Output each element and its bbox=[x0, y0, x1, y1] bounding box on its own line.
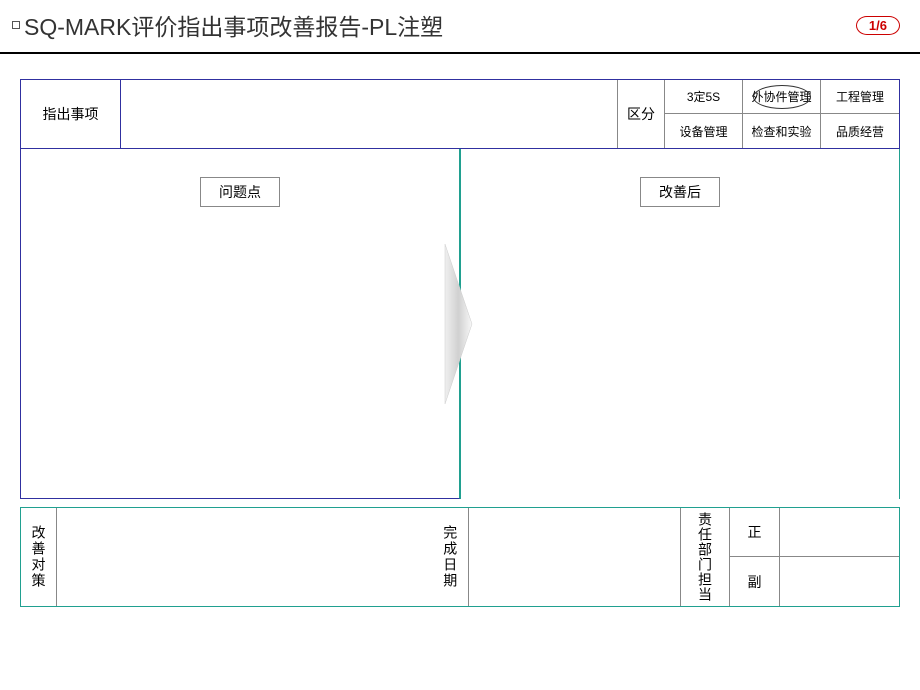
primary-label: 正 bbox=[729, 508, 779, 557]
bullet-icon bbox=[12, 21, 20, 29]
date-content bbox=[469, 508, 681, 606]
improve-panel: 改善后 bbox=[460, 149, 900, 499]
date-label: 完成日期 bbox=[433, 508, 469, 606]
problem-label: 问题点 bbox=[200, 177, 280, 207]
issue-row: 指出事项 区分 3定5S 外协件管理 工程管理 设备管理 检查和实验 品质经营 bbox=[20, 79, 900, 149]
page-title: SQ-MARK评价指出事项改善报告-PL注塑 bbox=[24, 8, 443, 42]
comparison-row: 问题点 改善后 bbox=[20, 149, 900, 499]
category-cell: 3定5S bbox=[665, 80, 743, 114]
strategy-label: 改善对策 bbox=[21, 508, 57, 606]
header: SQ-MARK评价指出事项改善报告-PL注塑 1/6 bbox=[0, 0, 920, 54]
strategy-content bbox=[57, 508, 433, 606]
secondary-label: 副 bbox=[729, 557, 779, 606]
category-cell: 工程管理 bbox=[821, 80, 899, 114]
category-cell-selected: 外协件管理 bbox=[743, 80, 821, 114]
improve-label: 改善后 bbox=[640, 177, 720, 207]
category-cell: 品质经营 bbox=[821, 114, 899, 148]
bottom-row: 改善对策 完成日期 责任部门担当 正 副 bbox=[20, 507, 900, 607]
primary-value bbox=[779, 508, 899, 557]
category-label: 区分 bbox=[617, 80, 665, 148]
content-area: 指出事项 区分 3定5S 外协件管理 工程管理 设备管理 检查和实验 品质经营 … bbox=[0, 54, 920, 617]
problem-panel: 问题点 bbox=[20, 149, 460, 499]
responsibility-label: 责任部门担当 bbox=[681, 508, 729, 606]
issue-content bbox=[121, 80, 617, 148]
category-cell: 设备管理 bbox=[665, 114, 743, 148]
category-cell: 检查和实验 bbox=[743, 114, 821, 148]
page-indicator: 1/6 bbox=[856, 16, 900, 35]
issue-label: 指出事项 bbox=[21, 80, 121, 148]
title-wrap: SQ-MARK评价指出事项改善报告-PL注塑 bbox=[12, 8, 443, 42]
secondary-value bbox=[779, 557, 899, 606]
category-grid: 3定5S 外协件管理 工程管理 设备管理 检查和实验 品质经营 bbox=[665, 80, 899, 148]
responsibility-grid: 正 副 bbox=[729, 508, 899, 606]
